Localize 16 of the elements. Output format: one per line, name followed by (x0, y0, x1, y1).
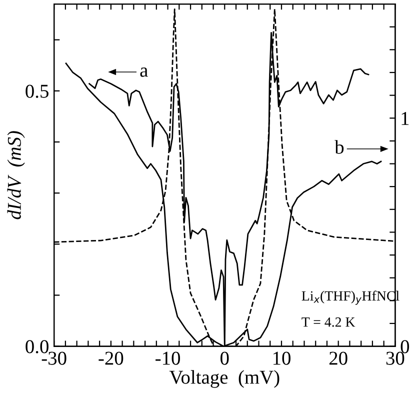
x-tick-label: 0 (220, 352, 229, 365)
y2-tick-label: 0 (400, 340, 410, 354)
annotation: a (140, 68, 148, 77)
x-axis-title: Voltage (mV) (169, 370, 280, 388)
y-tick-label: 0.0 (26, 340, 48, 354)
y-axis-title: dI/dV (mS) (7, 131, 25, 220)
y2-tick-label: 1 (402, 112, 409, 125)
x-tick-label: -10 (156, 352, 180, 365)
x-tick-label: -20 (98, 352, 124, 365)
x-tick-label: 30 (386, 352, 404, 365)
x-tick-label: 10 (273, 352, 290, 365)
x-tick-label: 20 (329, 352, 348, 365)
annotation: b (334, 140, 344, 154)
annotation: T = 4.2 K (302, 317, 356, 327)
y-tick-label: 0.5 (26, 84, 48, 98)
x-tick-label: -30 (42, 352, 66, 365)
